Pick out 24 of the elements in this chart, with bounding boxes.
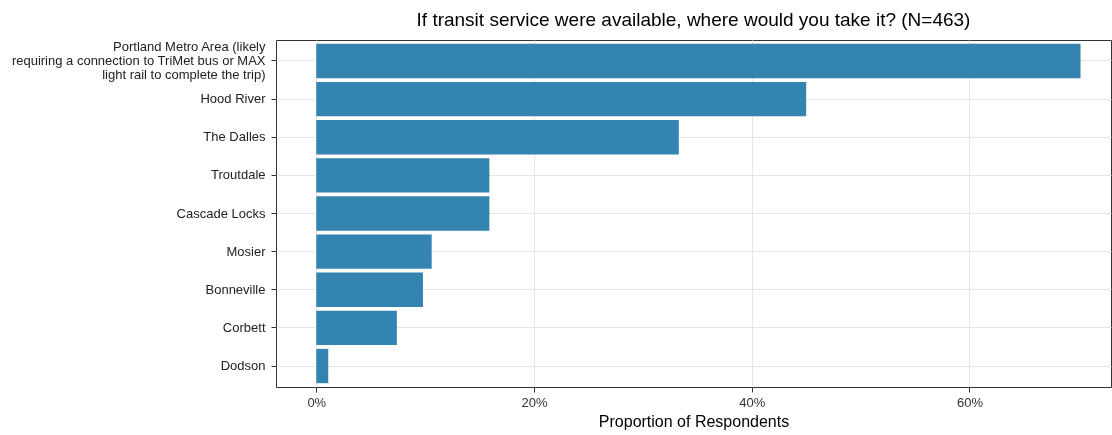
chart-title: If transit service were available, where would you take it? (N=463) xyxy=(416,9,971,30)
bar xyxy=(316,348,329,384)
bar xyxy=(316,158,490,193)
y-tick-label: Corbett xyxy=(222,319,266,335)
bar xyxy=(316,272,423,307)
bar xyxy=(316,81,807,117)
y-tick-label: The Dalles xyxy=(203,129,266,145)
y-tick-label: Troutdale xyxy=(211,167,266,183)
y-tick-label: Dodson xyxy=(220,358,266,374)
y-tick-label: Cascade Locks xyxy=(176,205,266,221)
x-tick-label: 60% xyxy=(956,394,984,410)
bar xyxy=(316,43,1081,79)
bar xyxy=(316,310,397,346)
bar xyxy=(316,234,432,269)
y-tick-label: Mosier xyxy=(226,243,267,259)
x-tick-label: 0% xyxy=(307,394,327,410)
x-tick-label: 40% xyxy=(739,394,766,410)
y-tick-label: Bonneville xyxy=(205,281,266,297)
y-tick-label: Hood River xyxy=(200,91,267,107)
x-axis-title: Proportion of Respondents xyxy=(598,412,790,430)
bar xyxy=(316,196,490,231)
bar xyxy=(316,120,679,155)
y-tick-label: Portland Metro Area (likely requiring a connection to TriMet bus or MAX light rail to complete the trip) xyxy=(11,38,266,82)
x-tick-label: 20% xyxy=(521,394,548,410)
